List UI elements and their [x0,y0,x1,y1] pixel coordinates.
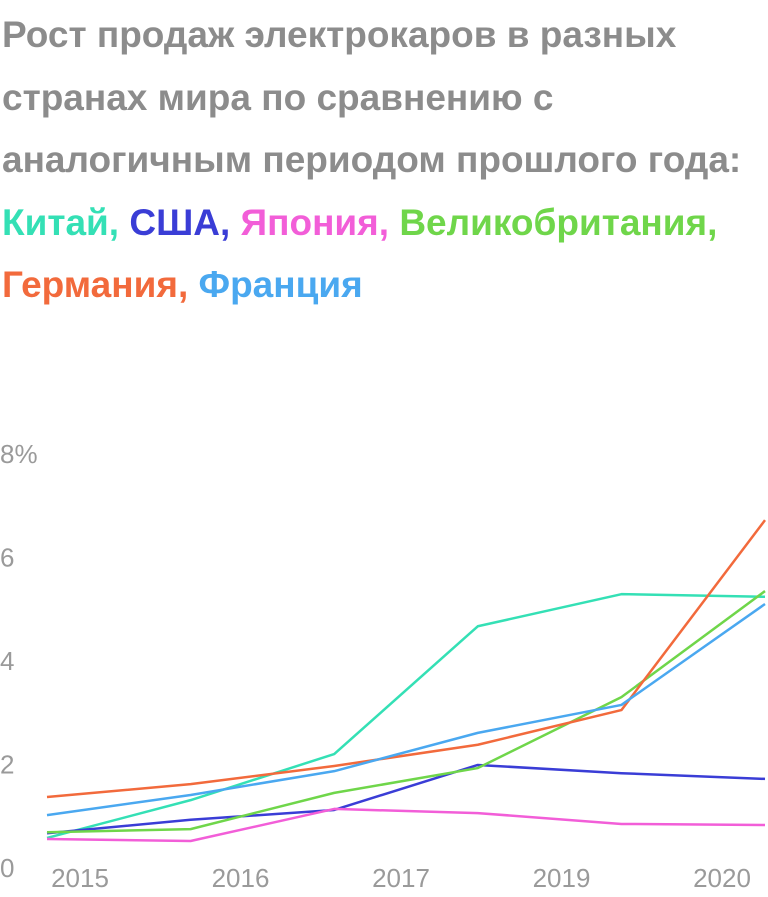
series-line [46,763,766,835]
title: Рост продаж электрокаров в разных страна… [2,14,742,180]
y-tick-label: 8% [0,439,38,469]
y-tick-label: 0 [0,853,14,883]
series-line [46,519,766,799]
series-line [46,602,766,817]
legend-entry: США [129,201,220,243]
chart-title-block: Рост продаж электрокаров в разных страна… [2,4,752,317]
y-tick-label: 2 [0,749,14,779]
y-tick-label: 6 [0,542,14,572]
legend-separator: , [177,264,189,305]
legend-entry: Великобритания [399,201,708,243]
series-line [46,592,766,840]
legend-entry: Германия [2,264,178,305]
legend-separator: , [378,201,390,243]
legend-separator: , [219,201,231,243]
legend-entry: Китай [2,201,109,243]
y-tick-label: 4 [0,646,14,676]
x-tick-label: 2019 [533,863,591,893]
legend-separator: , [707,201,718,243]
series-line [46,590,766,834]
legend-separator: , [108,201,120,243]
x-tick-label: 2017 [372,863,430,893]
series-line [46,807,766,843]
legend-entry: Франция [198,264,363,305]
legend-entry: Япония [240,201,379,243]
x-tick-label: 2020 [693,863,751,893]
x-tick-label: 2016 [212,863,270,893]
x-tick-label: 2015 [51,863,109,893]
